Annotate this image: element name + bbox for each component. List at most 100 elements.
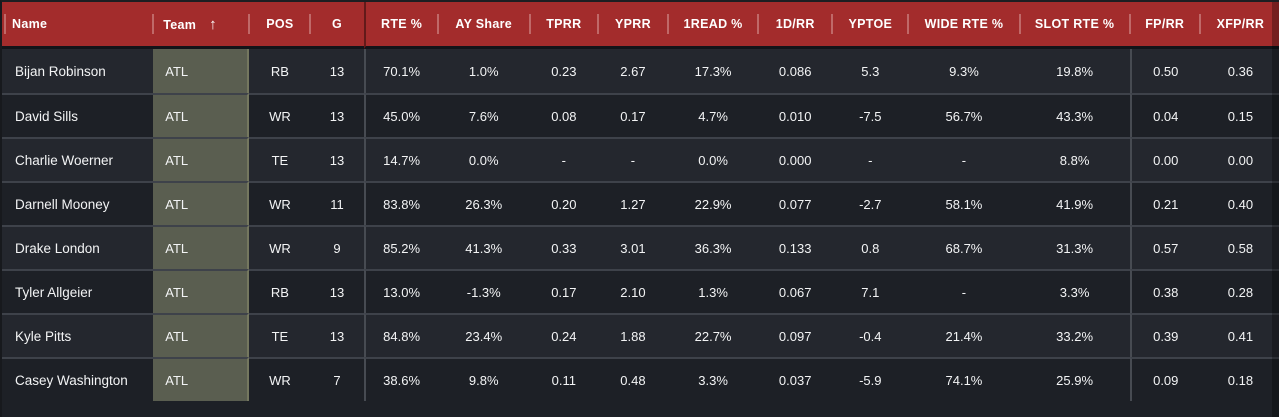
cell-ay-share: 9.8% [437, 357, 530, 401]
cell-rte-pct: 85.2% [363, 225, 438, 269]
cell-slot-rte-pct: 41.9% [1019, 181, 1130, 225]
column-header-fp-rr[interactable]: FP/RR [1128, 2, 1200, 49]
column-header-label: 1D/RR [775, 17, 815, 31]
cell-xfp-per-rr: 0.36 [1199, 49, 1279, 93]
cell-pos: RB [249, 49, 311, 93]
cell-ay-share: 26.3% [437, 181, 530, 225]
column-header-label: 1READ % [683, 17, 743, 31]
cell-fd-per-rr: 0.133 [758, 225, 833, 269]
column-header-label: TPRR [546, 17, 582, 31]
column-header-slot-rte-pct[interactable]: SLOT RTE % [1018, 2, 1130, 49]
cell-slot-rte-pct: 43.3% [1019, 93, 1130, 137]
column-header-wide-rte-pct[interactable]: WIDE RTE % [907, 2, 1020, 49]
column-header-g[interactable]: G [309, 2, 364, 49]
cell-pos: WR [249, 225, 311, 269]
column-header-label: YPRR [614, 17, 651, 31]
cell-g: 13 [310, 137, 364, 181]
cell-ay-share: 7.6% [437, 93, 530, 137]
cell-xfp-per-rr: 0.58 [1199, 225, 1279, 269]
column-header-ay-share[interactable]: AY Share [436, 2, 530, 49]
cell-team: ATL [153, 357, 250, 401]
cell-name: Casey Washington [2, 357, 154, 401]
column-header-yptoe[interactable]: YPTOE [831, 2, 909, 49]
column-header-1read-pct[interactable]: 1READ % [667, 2, 759, 49]
cell-tprr: 0.24 [529, 313, 598, 357]
cell-xfp-per-rr: 0.18 [1199, 357, 1279, 401]
header-divider [831, 14, 834, 34]
cell-yprr: 2.67 [597, 49, 668, 93]
column-header-xfp-rr[interactable]: XFP/RR [1198, 2, 1279, 49]
cell-fp-per-rr: 0.00 [1129, 137, 1200, 181]
player-row[interactable]: Bijan Robinson ATL RB 13 70.1% 1.0% 0.23 2.67 17… [2, 49, 1279, 93]
cell-team: ATL [153, 93, 250, 137]
column-header-label: SLOT RTE % [1034, 17, 1115, 31]
player-row[interactable]: Tyler Allgeier ATL RB 13 13.0% -1.3% 0.17 2.10 1… [2, 269, 1279, 313]
player-row[interactable]: Drake London ATL WR 9 85.2% 41.3% 0.33 3.01 36.3… [2, 225, 1279, 269]
player-row[interactable]: Darnell Mooney ATL WR 11 83.8% 26.3% 0.20 1.27 2… [2, 181, 1279, 225]
cell-pos: RB [249, 269, 311, 313]
cell-yptoe: - [832, 137, 909, 181]
column-header-label: POS [266, 17, 294, 31]
cell-wide-rte-pct: 58.1% [908, 181, 1020, 225]
cell-team: ATL [153, 269, 250, 313]
header-divider [528, 14, 531, 34]
cell-tprr: - [529, 137, 598, 181]
cell-yprr: 1.27 [597, 181, 668, 225]
cell-rte-pct: 70.1% [363, 49, 438, 93]
cell-fd-per-rr: 0.077 [758, 181, 833, 225]
column-header-label: YPTOE [848, 17, 893, 31]
cell-pos: WR [249, 357, 311, 401]
column-header-label: RTE % [381, 17, 423, 31]
cell-first-read-pct: 4.7% [668, 93, 759, 137]
cell-team: ATL [153, 181, 250, 225]
header-divider [596, 14, 599, 34]
column-header-yprr[interactable]: YPRR [596, 2, 668, 49]
cell-name: Bijan Robinson [2, 49, 154, 93]
cell-g: 13 [310, 313, 364, 357]
header-divider [1018, 14, 1021, 34]
cell-wide-rte-pct: - [908, 269, 1020, 313]
cell-yptoe: -5.9 [832, 357, 909, 401]
column-header-name[interactable]: Name [2, 2, 154, 49]
cell-yptoe: 7.1 [832, 269, 909, 313]
header-divider [152, 14, 155, 34]
cell-name: Darnell Mooney [2, 181, 154, 225]
cell-slot-rte-pct: 31.3% [1019, 225, 1130, 269]
cell-ay-share: 23.4% [437, 313, 530, 357]
column-header-pos[interactable]: POS [248, 2, 311, 49]
column-header-1d-rr[interactable]: 1D/RR [757, 2, 833, 49]
cell-rte-pct: 84.8% [363, 313, 438, 357]
cell-fd-per-rr: 0.067 [758, 269, 833, 313]
cell-slot-rte-pct: 19.8% [1019, 49, 1130, 93]
cell-yprr: 0.48 [597, 357, 668, 401]
cell-team: ATL [153, 313, 250, 357]
cell-name: Kyle Pitts [2, 313, 154, 357]
cell-wide-rte-pct: 9.3% [908, 49, 1020, 93]
cell-first-read-pct: 3.3% [668, 357, 759, 401]
cell-rte-pct: 14.7% [363, 137, 438, 181]
player-row[interactable]: Casey Washington ATL WR 7 38.6% 9.8% 0.11 0.48 3… [2, 357, 1279, 401]
cell-rte-pct: 13.0% [363, 269, 438, 313]
cell-yptoe: -0.4 [832, 313, 909, 357]
column-header-team[interactable]: Team ↑ [152, 2, 250, 49]
header-row: Name Team ↑ POS G RTE % AY Share TPRR YPR… [2, 2, 1279, 49]
column-header-label: AY Share [455, 17, 513, 31]
cell-g: 9 [310, 225, 364, 269]
column-header-tprr[interactable]: TPRR [528, 2, 598, 49]
cell-pos: TE [249, 137, 311, 181]
column-header-label: Name [12, 17, 48, 31]
cell-xfp-per-rr: 0.40 [1199, 181, 1279, 225]
header-divider [667, 14, 669, 34]
cell-fp-per-rr: 0.57 [1129, 225, 1200, 269]
header-divider [248, 14, 251, 34]
cell-slot-rte-pct: 8.8% [1019, 137, 1130, 181]
player-row[interactable]: Kyle Pitts ATL TE 13 84.8% 23.4% 0.24 1.88 22.7%… [2, 313, 1279, 357]
cell-fd-per-rr: 0.086 [758, 49, 833, 93]
column-header-label: WIDE RTE % [924, 17, 1004, 31]
column-header-rte-pct[interactable]: RTE % [363, 2, 438, 49]
cell-fp-per-rr: 0.50 [1129, 49, 1200, 93]
player-row[interactable]: David Sills ATL WR 13 45.0% 7.6% 0.08 0.17 4.7% 0… [2, 93, 1279, 137]
cell-ay-share: -1.3% [437, 269, 530, 313]
player-row[interactable]: Charlie Woerner ATL TE 13 14.7% 0.0% - -0.0% 0.0… [2, 137, 1279, 181]
